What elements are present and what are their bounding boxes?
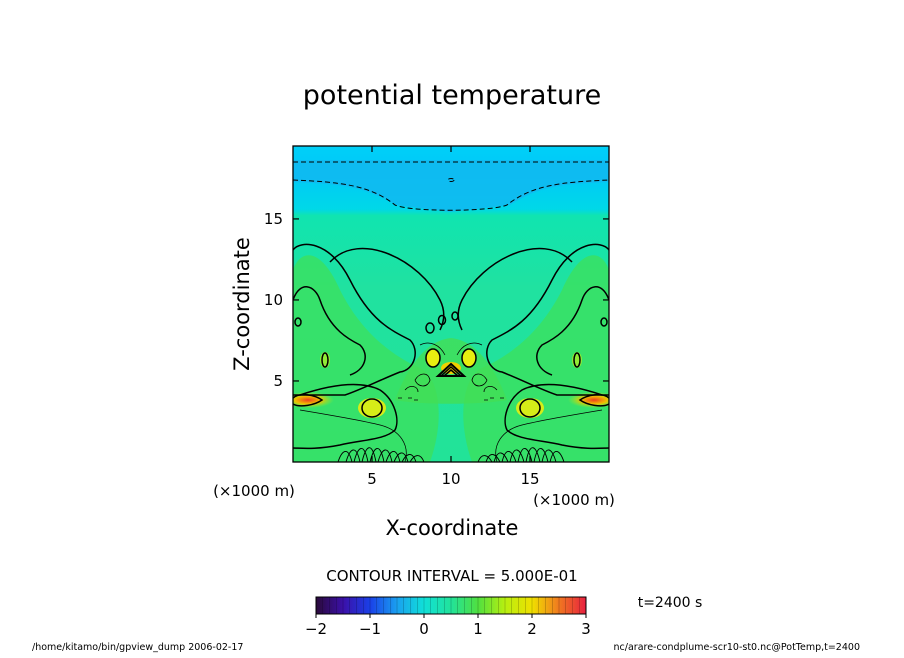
axes: 5 10 15 5 10 15 xyxy=(264,146,609,488)
x-unit-label-right: (×1000 m) xyxy=(533,491,615,509)
surface-contours-right xyxy=(477,447,565,462)
negative-contours xyxy=(293,161,609,211)
warm-core-left xyxy=(358,398,386,418)
colorbar-tick-label: −2 xyxy=(305,620,327,638)
colorbar xyxy=(315,596,587,615)
footer-right: nc/arare-condplume-scr10-st0.nc@PotTemp,… xyxy=(614,642,860,653)
positive-contours xyxy=(293,243,609,450)
y-tick-label: 5 xyxy=(273,372,283,390)
x-tick-label: 15 xyxy=(520,470,539,488)
warm-cap-left xyxy=(426,349,440,367)
colorbar-tick-label: 3 xyxy=(581,620,591,638)
colorbar-stripes xyxy=(322,597,580,614)
contour-interval-label: CONTOUR INTERVAL = 5.000E-01 xyxy=(326,567,577,585)
plot-area xyxy=(293,146,609,462)
colorbar-tick-label: 0 xyxy=(419,620,429,638)
surface-contours-left xyxy=(337,447,425,462)
x-tick-label: 5 xyxy=(367,470,377,488)
chart-title: potential temperature xyxy=(303,80,601,111)
warm-cap-right xyxy=(462,349,476,367)
footer-left: /home/kitamo/bin/gpview_dump 2006-02-17 xyxy=(32,642,243,653)
colorbar-tick-label: −1 xyxy=(359,620,381,638)
x-axis-title: X-coordinate xyxy=(386,516,519,540)
y-tick-label: 10 xyxy=(264,291,283,309)
y-tick-label: 15 xyxy=(264,210,283,228)
x-unit-label-left: (×1000 m) xyxy=(213,482,295,500)
colorbar-tick-label: 2 xyxy=(527,620,537,638)
x-tick-label: 10 xyxy=(441,470,460,488)
center-cluster-contours xyxy=(398,373,504,401)
hot-core-left xyxy=(293,392,334,408)
thin-contours xyxy=(299,342,603,462)
time-label: t=2400 s xyxy=(638,595,703,611)
upper-layer-band xyxy=(293,160,609,212)
hot-core-right xyxy=(568,392,609,408)
colorbar-ticks: −2 −1 0 1 2 3 xyxy=(305,597,591,638)
warm-core-right xyxy=(516,398,544,418)
colorbar-tick-label: 1 xyxy=(473,620,483,638)
y-axis-title: Z-coordinate xyxy=(230,237,254,371)
